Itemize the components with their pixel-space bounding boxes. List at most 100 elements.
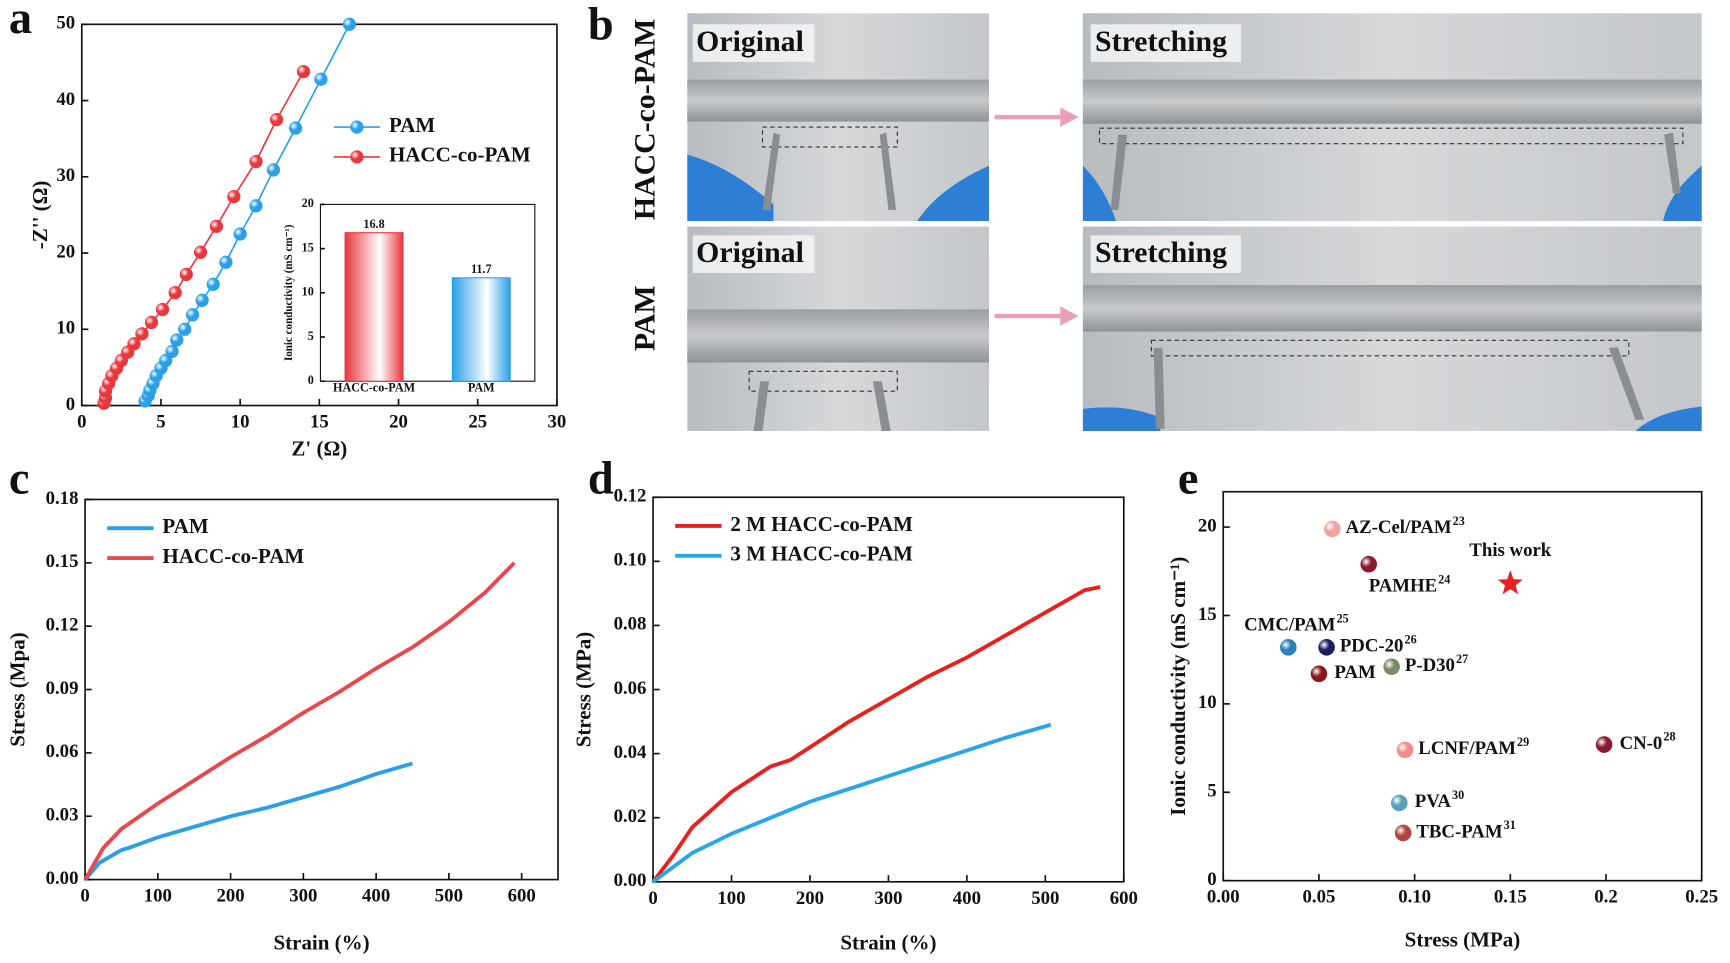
y-tick-label: 0.09 [46,678,79,699]
point [1383,658,1400,676]
marker [249,199,263,213]
y-tick-label: 50 [56,13,75,34]
marker [219,255,233,269]
x-axis-label: Stress (MPa) [1405,927,1521,951]
x-tick-label: 200 [796,888,824,909]
reference: 24 [1438,573,1450,587]
y-axis-label: -Z'' (Ω) [28,181,52,250]
y-tick-label: 0 [66,394,75,415]
panel-label: d [588,454,614,505]
marker [135,327,149,341]
x-tick-label: 100 [717,888,745,909]
reference: 28 [1663,730,1675,744]
y-tick-label: 10 [56,318,75,339]
x-tick-label: 5 [156,412,165,433]
arrows [994,107,1079,326]
legend-label: PAM [162,514,208,538]
point [1310,665,1328,683]
y-tick-label: 0.02 [614,806,647,827]
x-tick-label: 20 [389,412,408,433]
x-tick-label: PAM [468,381,495,395]
marker [178,322,192,336]
x-tick-label: 600 [508,886,536,907]
legend-marker [350,150,364,164]
point [1318,639,1335,656]
reference: 27 [1456,652,1468,666]
bar [451,277,511,382]
marker [179,267,193,282]
y-tick-label: 0.03 [46,805,79,826]
image-label: Stretching [1095,236,1227,269]
panel-label: e [1178,454,1199,505]
marker [193,245,208,259]
x-tick-label: 0.05 [1303,887,1336,908]
marker [170,333,184,347]
panel-label: c [9,454,30,505]
marker [127,337,141,351]
y-tick-label: 0 [1207,869,1216,890]
y-axis-label: Ionic conductivity (mS cm⁻¹) [283,224,295,361]
y-axis-label: Stress (Mpa) [6,632,30,746]
point [1391,794,1408,812]
x-tick-label: 0.00 [1207,887,1240,908]
marker [206,277,220,291]
y-tick-label: 0.15 [46,551,79,572]
reference: 31 [1504,818,1516,832]
x-tick-label: 0 [648,888,657,909]
series-line [651,722,1052,884]
legend-label: 2 M HACC-co-PAM [730,512,913,536]
point [1324,520,1341,538]
x-tick-label: 0.25 [1685,887,1718,908]
point-label: TBC-PAM [1416,821,1502,842]
x-tick-label: 100 [144,886,172,907]
x-tick-label: 400 [953,888,981,909]
point-label: CMC/PAM [1244,615,1336,636]
photo [687,13,1702,431]
marker [209,219,224,233]
marker [314,72,328,86]
y-axis-label: Ionic conductivity (mS cm⁻¹) [1166,557,1190,816]
y-tick-label: 0.12 [614,486,647,507]
point [1280,639,1297,656]
y-tick-label: 0.08 [614,614,647,635]
point [1360,555,1377,573]
row-label: HACC-co-PAM [628,19,661,221]
reference: 30 [1452,788,1464,802]
x-tick-label: 300 [289,886,317,907]
row-label: PAM [628,285,661,351]
x-axis-label: Z' (Ω) [291,437,347,461]
marker [269,112,284,127]
x-tick-label: 300 [874,888,902,909]
reference: 23 [1453,514,1465,528]
marker [144,315,159,330]
marker [266,163,281,177]
y-tick-label: 30 [56,165,75,186]
y-tick-label: 20 [56,241,75,262]
x-tick-label: 600 [1110,888,1138,909]
series-line [83,561,516,881]
marker [296,64,311,79]
point-label: PAM [1334,662,1376,683]
y-tick-label: 5 [308,329,314,343]
y-tick-label: 0.10 [614,550,647,571]
bar [344,232,404,382]
point-label: PVA [1415,791,1452,812]
marker [288,121,303,135]
x-tick-label: 500 [1031,888,1059,909]
y-tick-label: 0.12 [46,614,79,635]
marker [186,308,200,322]
marker [249,154,263,169]
y-tick-label: 0.18 [46,488,79,509]
point-label: PAMHE [1369,576,1437,597]
legend-label: PAM [389,113,435,137]
y-tick-label: 20 [302,196,314,210]
point-label: AZ-Cel/PAM [1346,517,1452,538]
reference: 25 [1337,611,1349,625]
series-line [651,585,1101,883]
legend-label: 3 M HACC-co-PAM [730,542,913,566]
panel-label: a [9,0,32,44]
reference: 26 [1405,632,1417,646]
marker [155,302,170,317]
point-label: PDC-20 [1340,636,1404,657]
x-tick-label: 0.2 [1594,887,1617,908]
